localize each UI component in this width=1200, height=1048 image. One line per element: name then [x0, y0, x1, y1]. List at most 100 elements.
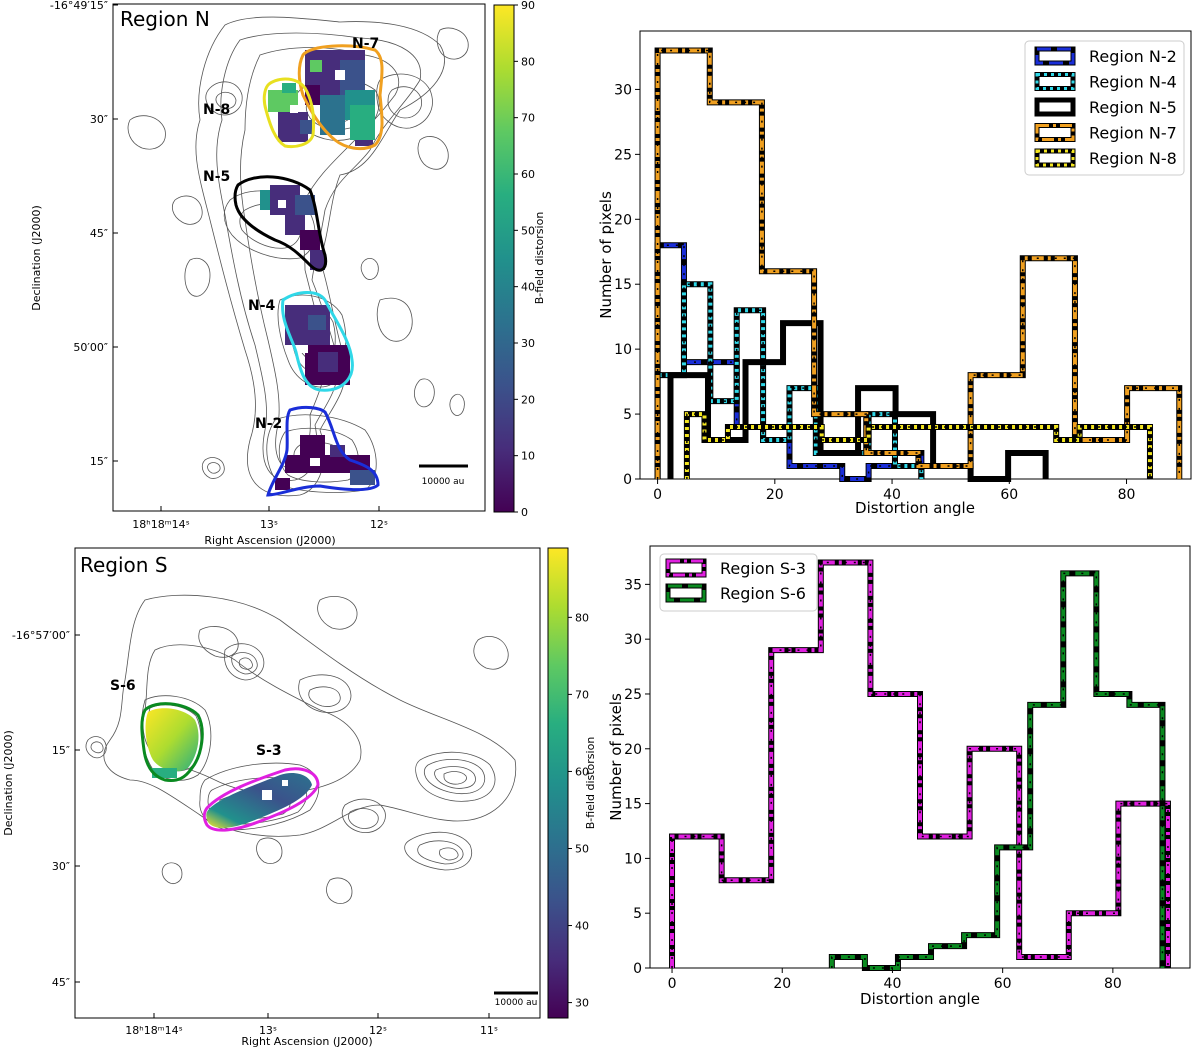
- map-n-frame: [112, 3, 486, 512]
- y-tick-label: 0: [623, 472, 632, 488]
- legend-label: Region N-8: [1089, 149, 1177, 168]
- label-n8: N-8: [203, 102, 230, 118]
- hist-n-xlabel: Distortion angle: [855, 499, 975, 517]
- map-s-ytick: -16°57′00″: [12, 629, 70, 642]
- x-tick-label: 0: [668, 976, 677, 992]
- y-tick-label: 5: [633, 906, 642, 922]
- map-n-region-labels: N-7 N-8 N-5 N-4 N-2: [203, 36, 379, 432]
- series-line: [670, 560, 1170, 968]
- y-tick-label: 30: [624, 632, 642, 648]
- series-line: [684, 412, 1152, 479]
- series-line: [655, 243, 924, 481]
- hist-n-axes: 0 20 40 60 80 0 5 10 15 20 25 30: [614, 82, 1135, 503]
- x-tick-label: 40: [883, 487, 901, 503]
- label-n4: N-4: [248, 298, 276, 314]
- y-tick-label: 35: [624, 577, 642, 593]
- map-s-title: Region S: [80, 553, 168, 577]
- map-n-xlabel: Right Ascension (J2000): [204, 534, 335, 547]
- map-n-colorbar: [493, 4, 515, 513]
- region-n8-outline: [262, 77, 316, 149]
- colorbar-tick-label: 60: [575, 765, 589, 778]
- histogram-n: 0 20 40 60 80 0 5 10 15 20 25 30 Distortion angle N…: [597, 30, 1192, 517]
- map-n-yticklabels: -16°49′15″ 30″ 45″ 50′00″ 15″: [50, 0, 108, 468]
- map-s-ytick: 15″: [52, 744, 70, 757]
- legend-swatch: [666, 559, 706, 577]
- map-n-ylabel: Declination (J2000): [30, 205, 43, 311]
- colorbar-tick-label: 0: [521, 506, 528, 519]
- legend-label: Region N-7: [1089, 124, 1177, 143]
- map-s-pixels: [145, 708, 312, 828]
- map-n-xtick: 12ˢ: [370, 518, 388, 531]
- y-tick-label: 5: [623, 407, 632, 423]
- colorbar-tick-label: 40: [521, 281, 535, 294]
- y-tick-label: 20: [624, 742, 642, 758]
- y-tick-label: 25: [624, 687, 642, 703]
- map-s-colorbar: [547, 547, 569, 1019]
- map-n-xticklabels: 18ʰ18ᵐ14ˢ 13ˢ 12ˢ: [132, 518, 388, 531]
- map-s-xtick: 13ˢ: [259, 1024, 277, 1037]
- colorbar-tick-label: 10: [521, 450, 535, 463]
- map-n-pixels: [260, 50, 375, 490]
- colorbar-tick-label: 30: [575, 997, 589, 1010]
- legend-label: Region S-3: [720, 559, 806, 578]
- map-n-scalebar-label: 10000 au: [422, 477, 465, 487]
- legend-swatch: [1035, 98, 1075, 116]
- map-s-xtick: 18ʰ18ᵐ14ˢ: [125, 1024, 182, 1037]
- map-n-colorbar-ticks: 0 10 20 30 40 50 60 70 80 90: [514, 0, 535, 519]
- hist-n-legend: Region N-2 Region N-4 Region N-5 Region N-7…: [1024, 40, 1185, 176]
- region-n5-outline: [233, 175, 328, 272]
- hist-s-xlabel: Distortion angle: [860, 990, 980, 1008]
- colorbar-tick-label: 80: [521, 55, 535, 68]
- map-n-ticks: [113, 4, 380, 511]
- colorbar-tick-label: 50: [521, 224, 535, 237]
- hist-s-axes: 0 20 40 60 80 0 5 10 15 20 25 30 35: [624, 577, 1122, 992]
- y-tick-label: 20: [614, 212, 632, 228]
- map-s-ytick: 45″: [52, 976, 70, 989]
- map-s-ticks: [75, 634, 490, 1018]
- x-tick-label: 60: [1000, 487, 1018, 503]
- hist-s-legend: Region S-3 Region S-6: [659, 553, 818, 612]
- histogram-s: 0 20 40 60 80 0 5 10 15 20 25 30 35 Distortion angle…: [607, 545, 1191, 1008]
- hist-s-legend-box: [659, 553, 818, 612]
- map-s-ylabel: Declination (J2000): [2, 730, 15, 836]
- x-tick-label: 80: [1104, 976, 1122, 992]
- y-tick-label: 15: [614, 277, 632, 293]
- map-s-colorbar-label: B-field distorsion: [584, 737, 597, 830]
- legend-swatch: [1035, 47, 1075, 65]
- map-s-region-outlines: [140, 702, 320, 832]
- map-panel-n: Region N: [30, 0, 546, 547]
- colorbar-tick-label: 20: [521, 393, 535, 406]
- hist-s-ylabel: Number of pixels: [607, 693, 625, 821]
- colorbar-tick-label: 30: [521, 337, 535, 350]
- map-n-ytick: 45″: [90, 227, 108, 240]
- map-s-ytick: 30″: [52, 860, 70, 873]
- region-s3-outline: [202, 767, 320, 832]
- x-tick-label: 0: [653, 487, 662, 503]
- hist-s-series: [669, 559, 1171, 971]
- label-n5: N-5: [203, 169, 230, 185]
- colorbar-tick-label: 50: [575, 842, 589, 855]
- map-s-xtick: 11ˢ: [480, 1024, 498, 1037]
- region-n4-outline: [281, 291, 354, 392]
- legend-swatch: [666, 584, 706, 602]
- map-panel-s: Region S: [2, 547, 597, 1048]
- colorbar-tick-label: 60: [521, 168, 535, 181]
- y-tick-label: 0: [633, 961, 642, 977]
- series-dots: [656, 49, 1181, 479]
- map-s-scalebar-label: 10000 au: [495, 998, 538, 1008]
- region-n2-outline: [266, 405, 380, 497]
- legend-swatch: [1035, 149, 1075, 167]
- map-s-yticklabels: -16°57′00″ 15″ 30″ 45″: [12, 629, 70, 989]
- y-tick-label: 25: [614, 147, 632, 163]
- x-tick-label: 80: [1118, 487, 1136, 503]
- series-line: [829, 571, 1165, 970]
- x-tick-label: 20: [773, 976, 791, 992]
- map-n-title: Region N: [120, 7, 210, 31]
- map-s-region-labels: S-6 S-3: [110, 678, 282, 759]
- legend-swatch: [1035, 124, 1075, 141]
- hist-n-series: [654, 47, 1183, 482]
- map-s-xticklabels: 18ʰ18ᵐ14ˢ 13ˢ 12ˢ 11ˢ: [125, 1024, 498, 1037]
- hist-n-ylabel: Number of pixels: [597, 191, 615, 319]
- legend-label: Region N-4: [1089, 73, 1177, 92]
